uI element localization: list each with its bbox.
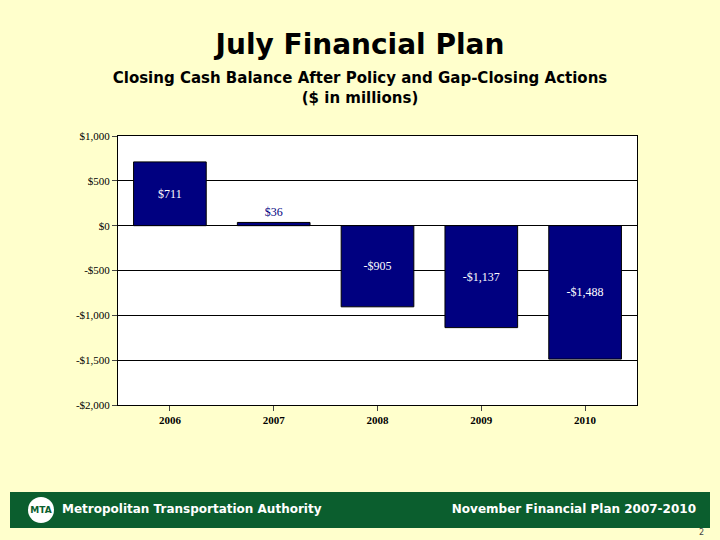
- html-text:2: 2: [698, 528, 704, 537]
- svg-text:$1,000: $1,000: [80, 130, 111, 142]
- svg-text:2007: 2007: [263, 414, 286, 426]
- svg-text:2008: 2008: [367, 414, 390, 426]
- html-text:November Financial Plan 2007-2: November Financial Plan 2007-2010: [451, 502, 696, 516]
- svg-text:-$1,137: -$1,137: [463, 270, 500, 284]
- svg-text:-$2,000: -$2,000: [76, 399, 110, 411]
- svg-text:$711: $711: [158, 187, 182, 201]
- html-text:MTA: MTA: [30, 505, 52, 515]
- svg-text:2010: 2010: [574, 414, 597, 426]
- svg-text:-$905: -$905: [364, 259, 392, 273]
- html-text:Metropolitan Transportation Au: Metropolitan Transportation Authority: [62, 502, 322, 516]
- html-text:Closing Cash Balance After Pol: Closing Cash Balance After Policy and Ga…: [112, 69, 608, 87]
- svg-text:-$1,488: -$1,488: [567, 285, 604, 299]
- svg-text:-$1,500: -$1,500: [76, 354, 110, 366]
- svg-text:$500: $500: [88, 175, 111, 187]
- svg-text:2006: 2006: [159, 414, 182, 426]
- html-text:($ in millions): ($ in millions): [301, 89, 419, 107]
- svg-text:$0: $0: [99, 220, 111, 232]
- svg-text:$36: $36: [265, 205, 283, 219]
- svg-text:-$500: -$500: [84, 264, 110, 276]
- svg-text:-$1,000: -$1,000: [76, 309, 110, 321]
- html-text:July Financial Plan: July Financial Plan: [215, 28, 505, 61]
- svg-text:2009: 2009: [470, 414, 493, 426]
